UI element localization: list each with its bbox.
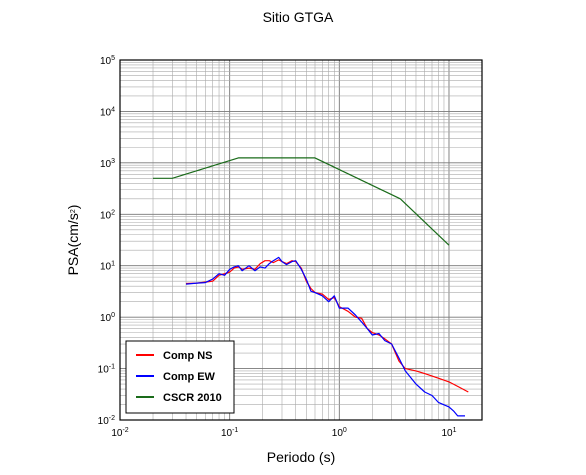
series-line-cscr-2010 (153, 157, 450, 246)
y-tick-label: 105 (100, 55, 115, 67)
series-lines (153, 157, 469, 417)
series-line-comp-ew (185, 256, 465, 417)
x-axis-label: Periodo (s) (267, 449, 335, 465)
y-tick-label: 100 (100, 312, 115, 324)
y-tick-label: 10-1 (98, 364, 115, 376)
y-tick-label: 102 (100, 209, 115, 221)
y-axis-label: PSA(cm/s2) (65, 205, 81, 276)
plot-frame (119, 59, 483, 421)
chart-title: Sitio GTGA (263, 9, 334, 25)
legend-label: Comp NS (163, 350, 213, 362)
legend-label: CSCR 2010 (163, 392, 222, 404)
series-line-comp-ns (185, 259, 469, 393)
x-tick-label: 101 (441, 427, 456, 439)
y-tick-label: 101 (100, 261, 115, 273)
y-tick-label: 10-2 (98, 415, 115, 427)
tick-labels: 10-2 10-1 100 101 10-2 10-1 100 101 102 103 104 105 (98, 55, 457, 439)
x-tick-label: 10-1 (221, 427, 238, 439)
y-tick-label: 103 (100, 158, 115, 170)
legend: Comp NS Comp EW CSCR 2010 (125, 340, 235, 414)
x-tick-label: 100 (332, 427, 347, 439)
legend-label: Comp EW (163, 371, 216, 383)
grid (119, 59, 483, 421)
x-tick-label: 10-2 (111, 427, 128, 439)
y-tick-label: 104 (100, 106, 115, 118)
